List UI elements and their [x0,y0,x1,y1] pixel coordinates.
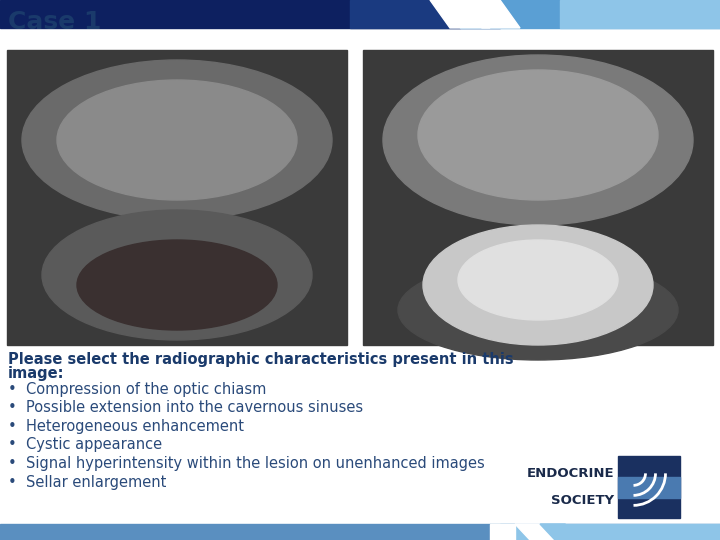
Polygon shape [515,524,555,540]
Ellipse shape [423,225,653,345]
Ellipse shape [42,210,312,340]
Text: •  Signal hyperintensity within the lesion on unenhanced images: • Signal hyperintensity within the lesio… [8,456,485,471]
Bar [350,0,500,28]
Text: •  Sellar enlargement: • Sellar enlargement [8,475,166,489]
Bar [460,0,720,28]
Text: •  Heterogeneous enhancement: • Heterogeneous enhancement [8,419,244,434]
Ellipse shape [398,260,678,360]
Ellipse shape [458,240,618,320]
Text: SOCIETY: SOCIETY [551,494,614,507]
Text: •  Cystic appearance: • Cystic appearance [8,437,162,453]
Ellipse shape [383,55,693,225]
Ellipse shape [57,80,297,200]
Text: Case 1: Case 1 [8,10,102,34]
Text: image:: image: [8,366,65,381]
Bar [7,50,347,345]
Text: •  Possible extension into the cavernous sinuses: • Possible extension into the cavernous … [8,401,363,415]
Ellipse shape [22,60,332,220]
Ellipse shape [418,70,658,200]
Text: •  Compression of the optic chiasm: • Compression of the optic chiasm [8,382,266,397]
Polygon shape [490,524,515,540]
Polygon shape [430,0,490,28]
Bar [500,524,720,540]
Polygon shape [540,524,580,540]
Bar [618,456,680,518]
Text: Please select the radiographic characteristics present in this: Please select the radiographic character… [8,352,513,367]
Bar [363,50,713,345]
Ellipse shape [77,240,277,330]
Bar [618,477,680,497]
Text: ENDOCRINE: ENDOCRINE [526,467,614,480]
Bar [0,0,460,28]
Bar [560,0,720,28]
Polygon shape [462,0,520,28]
Bar [0,524,720,540]
